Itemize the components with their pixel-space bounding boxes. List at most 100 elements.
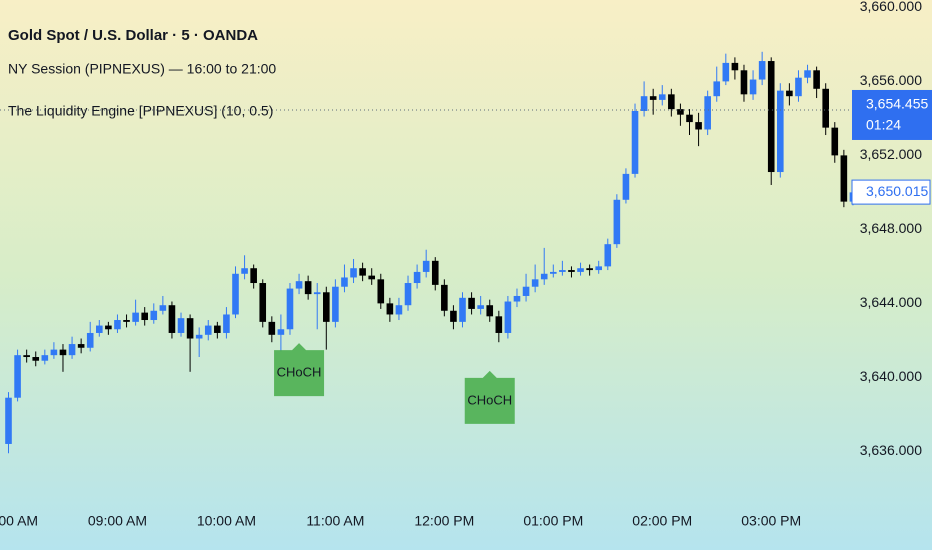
candle-body: [513, 295, 521, 302]
candle-body: [640, 96, 648, 111]
candle-body: [758, 61, 766, 80]
x-tick-label: 03:00 PM: [741, 513, 801, 529]
countdown-label: 01:24: [866, 117, 901, 133]
price-label: 3,650.015: [866, 183, 928, 199]
candle-body: [749, 79, 757, 95]
y-tick-label: 3,656.000: [860, 72, 922, 88]
candle-body: [577, 268, 584, 272]
candle-body: [550, 271, 557, 274]
candle-body: [86, 332, 94, 348]
candle-body: [286, 288, 294, 330]
candle-body: [767, 61, 775, 173]
candle-body: [695, 122, 702, 130]
candle-body: [840, 155, 848, 202]
candle-body: [77, 344, 85, 348]
chart-title: Gold Spot / U.S. Dollar · 5 · OANDA: [8, 27, 258, 44]
candle-body: [5, 397, 12, 444]
x-tick-label: 11:00 AM: [306, 513, 364, 529]
candle-body: [495, 316, 503, 333]
candle-body: [468, 297, 475, 309]
candle-body: [150, 310, 158, 321]
x-tick-label: 02:00 PM: [632, 513, 692, 529]
candle-body: [295, 281, 303, 289]
candle-body: [96, 325, 103, 333]
candle-body: [622, 173, 630, 200]
x-tick-label: 08:00 AM: [0, 513, 38, 529]
candle-body: [422, 260, 430, 272]
choch-label: CHoCH: [467, 392, 512, 407]
y-tick-label: 3,660.000: [860, 0, 922, 14]
candle-body: [595, 266, 602, 271]
candle-body: [313, 292, 321, 295]
indicator-label: The Liquidity Engine [PIPNEXUS] (10, 0.5…: [8, 103, 273, 119]
candle-body: [368, 275, 375, 280]
candle-body: [531, 279, 539, 287]
plot: 3,636.000 3,640.000 3,644.000 3,648.000 3,65…: [0, 0, 932, 529]
candle-body: [450, 310, 457, 322]
candle-body: [649, 96, 657, 100]
candle-body: [395, 305, 403, 315]
candle-body: [32, 357, 40, 361]
candle-body: [59, 349, 67, 356]
candle-body: [568, 270, 575, 272]
candle-body: [658, 94, 666, 100]
candle-body: [677, 109, 684, 115]
candle-body: [250, 268, 257, 284]
candle-body: [123, 320, 130, 322]
y-tick-label: 3,648.000: [860, 220, 922, 236]
x-tick-label: 09:00 AM: [88, 513, 147, 529]
choch-label: CHoCH: [277, 365, 322, 380]
candle-body: [431, 260, 439, 285]
candle-body: [559, 270, 566, 272]
candle-body: [704, 96, 711, 130]
candle-body: [686, 114, 693, 123]
candle-body: [722, 62, 730, 82]
candle-body: [404, 283, 412, 306]
price-label: 3,654.455: [866, 96, 928, 112]
candle-body: [586, 268, 593, 271]
candle-body: [813, 70, 820, 89]
candle-body: [604, 244, 612, 267]
candle-body: [740, 70, 748, 95]
candle-body: [159, 305, 167, 311]
choch-marker: [274, 343, 325, 397]
candle-body: [68, 344, 76, 356]
candle-body: [631, 110, 639, 174]
candle-body: [168, 305, 176, 333]
candle-body: [132, 312, 139, 322]
candle-body: [350, 268, 357, 278]
price-box: [852, 89, 932, 140]
candle-body: [731, 62, 739, 71]
candle-body: [777, 90, 784, 173]
candle-body: [277, 329, 285, 335]
candle-body: [377, 279, 385, 304]
y-tick-label: 3,640.000: [860, 368, 922, 384]
x-tick-label: 01:00 PM: [523, 513, 583, 529]
price-box: [851, 179, 931, 205]
candle-body: [14, 355, 21, 398]
candle-body: [441, 284, 448, 311]
candle-body: [341, 277, 348, 287]
candle-body: [459, 297, 466, 322]
candle-body: [413, 271, 421, 284]
candle-body: [241, 268, 248, 274]
y-tick-label: 3,652.000: [860, 146, 922, 162]
candle-body: [105, 325, 112, 330]
x-tick-label: 12:00 PM: [414, 513, 474, 529]
candle-body: [114, 320, 121, 330]
candle-body: [232, 273, 239, 315]
x-tick-label: 10:00 AM: [197, 513, 256, 529]
candle-body: [386, 303, 394, 315]
candle-body: [522, 286, 530, 296]
candle-body: [204, 325, 212, 335]
candle-body: [50, 349, 58, 356]
candle-body: [713, 81, 721, 97]
candle-body: [41, 355, 49, 361]
candle-body: [141, 312, 148, 321]
candle-body: [268, 321, 276, 335]
candle-body: [304, 281, 312, 295]
candle-body: [214, 325, 221, 333]
